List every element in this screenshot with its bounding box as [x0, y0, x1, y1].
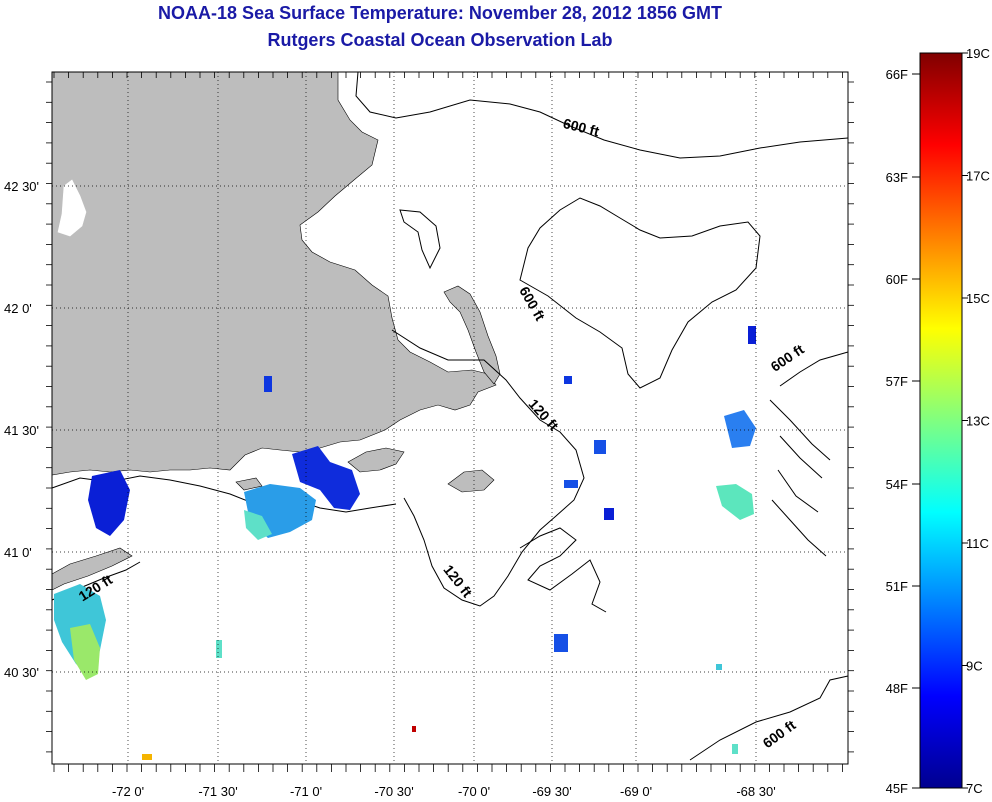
- latitude-label: 41 0': [4, 545, 32, 560]
- fahrenheit-label: 66F: [886, 67, 908, 82]
- colorbar-gradient: [919, 52, 963, 789]
- map-frame: [51, 71, 849, 765]
- celsius-label: 13C: [966, 414, 990, 429]
- marthas-vineyard: [347, 447, 405, 473]
- sst-patch-sound-edge: [244, 510, 272, 540]
- fahrenheit-label: 48F: [886, 681, 908, 696]
- celsius-label: 15C: [966, 291, 990, 306]
- graticule-lines: [52, 72, 848, 764]
- sst-dot-9: [412, 726, 416, 732]
- fahrenheit-label: 51F: [886, 579, 908, 594]
- colorbar-celsius-labels: 19C 17C 15C 13C 11C 9C 7C: [962, 46, 990, 796]
- sst-dot-8: [142, 754, 152, 760]
- nantucket: [447, 469, 495, 493]
- celsius-label: 11C: [966, 536, 989, 551]
- sst-dot-6: [748, 326, 756, 344]
- cape-cod: [443, 285, 501, 385]
- celsius-label: 9C: [966, 659, 983, 674]
- block-island-area: [235, 477, 263, 491]
- latitude-axis: 42 30' 42 0' 41 30' 41 0' 40 30': [4, 179, 39, 680]
- long-island: [51, 547, 133, 591]
- celsius-label: 7C: [966, 781, 983, 796]
- frame-ticks: [46, 72, 854, 772]
- longitude-label: -70 0': [458, 784, 490, 799]
- contour-600ft-north: [355, 71, 849, 159]
- sst-dot-12: [264, 376, 272, 392]
- longitude-label: -72 0': [112, 784, 144, 799]
- eastern-ridges: [769, 399, 831, 557]
- longitude-label: -68 30': [736, 784, 775, 799]
- contour-600ft-south-east: [689, 675, 849, 761]
- sst-patch-rhode-island: [88, 470, 130, 536]
- fahrenheit-label: 63F: [886, 170, 908, 185]
- longitude-label: -70 30': [374, 784, 413, 799]
- fahrenheit-label: 54F: [886, 477, 908, 492]
- longitude-label: -69 30': [532, 784, 571, 799]
- longitude-label: -71 0': [290, 784, 322, 799]
- fahrenheit-label: 57F: [886, 374, 908, 389]
- shoals-contours: [519, 527, 607, 613]
- sst-dot-7: [216, 640, 222, 658]
- colorbar-fahrenheit-labels: 66F 63F 60F 57F 54F 51F 48F 45F: [886, 67, 920, 796]
- contour-600ft-east: [779, 351, 849, 387]
- fahrenheit-label: 45F: [886, 781, 908, 796]
- sst-pixels: [54, 326, 756, 760]
- depth-contours: [51, 71, 849, 761]
- chart-title: NOAA-18 Sea Surface Temperature: Novembe…: [158, 3, 722, 23]
- sst-patch-east-1: [724, 410, 756, 448]
- sst-patch-buzzards: [292, 446, 360, 510]
- sst-dot-5: [554, 634, 568, 652]
- latitude-label: 41 30': [4, 423, 39, 438]
- sst-dot-3: [604, 508, 614, 520]
- sst-dot-1: [564, 376, 572, 384]
- interior-lake: [57, 179, 87, 237]
- sst-dot-11: [716, 664, 722, 670]
- contour-120ft: [391, 329, 585, 607]
- sst-dot-4: [564, 480, 578, 488]
- contour-600ft-basin: [519, 197, 761, 389]
- new-england-land: [51, 71, 497, 476]
- longitude-axis: -72 0' -71 30' -71 0' -70 30' -70 0' -69 30' -…: [112, 784, 776, 799]
- latitude-label: 40 30': [4, 665, 39, 680]
- bay-contour: [399, 209, 441, 270]
- longitude-label: -71 30': [198, 784, 237, 799]
- latitude-label: 42 0': [4, 301, 32, 316]
- celsius-label: 19C: [966, 46, 990, 61]
- sst-patch-southwest-warm: [70, 624, 100, 680]
- land-areas: [51, 71, 501, 591]
- celsius-label: 17C: [966, 169, 990, 184]
- longitude-label: -69 0': [620, 784, 652, 799]
- sst-dot-10: [732, 744, 738, 754]
- chart-subtitle: Rutgers Coastal Ocean Observation Lab: [267, 30, 613, 50]
- latitude-label: 42 30': [4, 179, 39, 194]
- sst-dot-2: [594, 440, 606, 454]
- sst-patch-east-2: [716, 484, 754, 520]
- fahrenheit-label: 60F: [886, 272, 908, 287]
